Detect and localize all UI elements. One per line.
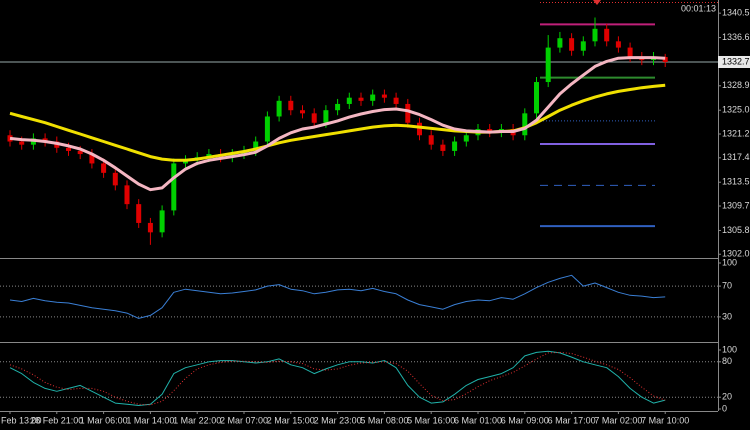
y-tick-label: 80 <box>722 356 732 366</box>
series-line <box>9 351 666 406</box>
candle-body <box>311 113 317 123</box>
y-tick-label: 100 <box>722 257 737 267</box>
candle-body <box>89 154 95 164</box>
candle-body <box>557 38 563 48</box>
y-tick-label: 0 <box>722 403 727 413</box>
candle-body <box>545 47 551 83</box>
candle-body <box>381 94 387 98</box>
candle-body <box>370 94 376 101</box>
candle-body <box>276 100 282 117</box>
candle-body <box>358 97 364 101</box>
candle-body <box>405 103 411 123</box>
candle-body <box>627 47 633 57</box>
candle-body <box>569 38 575 51</box>
timer: 00:01:13 <box>681 3 716 13</box>
x-tick-label: 1 Mar 14:00 <box>126 415 174 425</box>
candle-body <box>124 185 130 205</box>
candle-body <box>534 82 539 114</box>
x-tick-label: 2 Mar 07:00 <box>220 415 268 425</box>
candle-body <box>615 41 621 48</box>
y-tick-label: 1313.5 <box>722 177 750 187</box>
y-tick-label: 1302.0 <box>722 249 750 259</box>
candle-body <box>101 163 107 173</box>
candle-body <box>77 150 83 155</box>
x-tick-label: Feb 13:00 <box>1 415 42 425</box>
y-tick-label: 70 <box>722 280 732 290</box>
x-tick-label: 2 Mar 23:00 <box>314 415 362 425</box>
candle-body <box>42 138 48 142</box>
x-tick-label: 6 Mar 17:00 <box>548 415 596 425</box>
candle-body <box>417 122 422 136</box>
candle-body <box>183 160 188 164</box>
x-tick-label: 2 Mar 15:00 <box>267 415 315 425</box>
candle-body <box>66 147 71 151</box>
candle-body <box>264 116 270 142</box>
candle-body <box>604 28 610 42</box>
candle-body <box>662 56 668 62</box>
candle-body <box>463 135 469 142</box>
candle-body <box>346 97 352 104</box>
y-tick-label: 20 <box>722 392 732 402</box>
candle-body <box>147 222 153 233</box>
y-tick-label: 30 <box>722 311 732 321</box>
candle-body <box>323 110 329 123</box>
x-tick-label: 7 Mar 10:00 <box>641 415 689 425</box>
candle-body <box>112 172 118 186</box>
candle-body <box>335 103 341 111</box>
candle-body <box>452 141 458 151</box>
x-tick-label: 1 Mar 06:00 <box>80 415 128 425</box>
y-tick-label: 1317.4 <box>722 152 750 162</box>
candle-body <box>440 144 446 151</box>
x-tick-label: 6 Mar 01:00 <box>454 415 502 425</box>
candle-body <box>487 129 493 133</box>
candle-body <box>592 28 598 42</box>
candle-body <box>7 135 13 142</box>
x-tick-label: 5 Mar 16:00 <box>407 415 455 425</box>
series-line <box>9 274 666 319</box>
candle-body <box>171 163 177 211</box>
series-line <box>9 56 666 192</box>
candle-body <box>300 110 305 114</box>
x-tick-label: 1 Mar 22:00 <box>173 415 221 425</box>
x-tick-label: 7 Mar 02:00 <box>594 415 642 425</box>
y-tick-label: 1325.0 <box>722 105 750 115</box>
candle-body <box>206 154 212 158</box>
x-tick-label: 28 Feb 21:00 <box>30 415 83 425</box>
candle-body <box>19 141 25 145</box>
y-tick-label: 1321.2 <box>722 128 750 138</box>
candle-body <box>393 97 399 104</box>
y-tick-label: 1340.5 <box>722 8 750 18</box>
y-tick-label: 1305.8 <box>722 225 750 235</box>
candle-body <box>136 204 142 223</box>
candle-body <box>428 135 434 145</box>
price-box <box>718 55 750 68</box>
candle-body <box>288 100 294 111</box>
series-line <box>9 350 666 406</box>
candle-body <box>580 41 586 51</box>
y-tick-label: 1309.7 <box>722 200 750 210</box>
candle-body <box>253 141 259 151</box>
current-price-label: 1332.7 <box>722 56 750 66</box>
y-tick-label: 100 <box>722 344 737 354</box>
y-tick-label: 1328.9 <box>722 80 750 90</box>
x-tick-label: 5 Mar 08:00 <box>360 415 408 425</box>
candle-body <box>522 113 528 136</box>
x-tick-label: 6 Mar 09:00 <box>501 415 549 425</box>
series-line <box>9 83 666 162</box>
y-tick-label: 1336.6 <box>722 32 750 42</box>
candle-body <box>159 210 165 233</box>
